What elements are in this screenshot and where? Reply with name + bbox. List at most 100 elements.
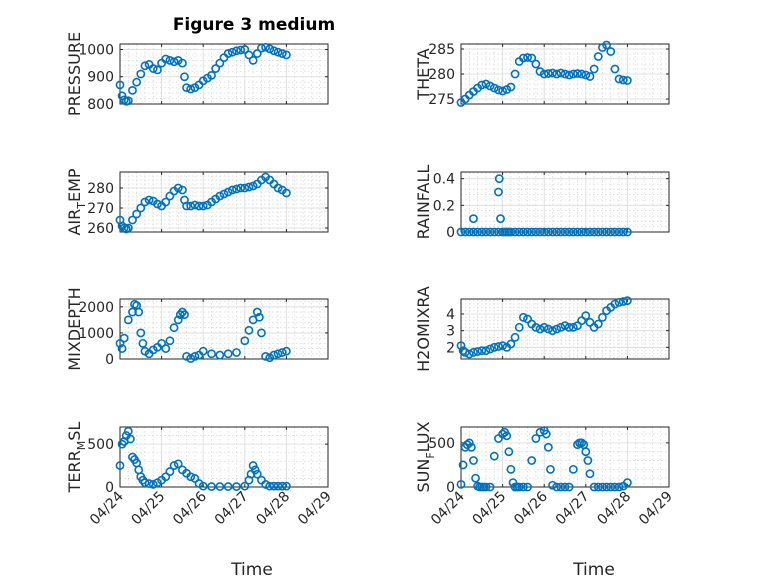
data-point <box>123 315 133 325</box>
data-point <box>173 315 183 325</box>
data-point <box>265 481 275 491</box>
data-point <box>157 338 166 348</box>
data-point <box>498 429 507 439</box>
data-point <box>136 328 146 338</box>
data-point <box>469 227 478 237</box>
data-point <box>244 182 254 192</box>
x-tick-label: 04/28 <box>594 489 634 529</box>
data-point <box>464 349 474 359</box>
data-point <box>198 346 208 356</box>
data-point <box>568 322 578 332</box>
data-point <box>236 45 246 55</box>
data-point <box>539 69 549 79</box>
data-point <box>506 82 516 92</box>
data-point <box>186 201 196 211</box>
axes-box <box>460 298 670 360</box>
data-point <box>186 84 196 94</box>
data-point <box>560 482 570 492</box>
data-point <box>623 76 632 85</box>
data-point <box>510 332 520 342</box>
data-point <box>593 227 603 237</box>
data-point <box>232 348 241 357</box>
y-axis-label: TERRMSL <box>65 422 88 494</box>
data-point <box>182 201 191 211</box>
data-point <box>564 322 574 332</box>
axes-h2omixra: 234 H2OMIXRA <box>414 286 670 372</box>
data-point <box>161 472 171 482</box>
data-point <box>180 72 189 82</box>
y-tick-label: 0 <box>446 480 455 496</box>
data-point <box>273 183 283 193</box>
y-tick-label: 500 <box>428 436 455 452</box>
data-point <box>215 350 225 360</box>
data-point <box>494 342 503 351</box>
data-point <box>119 333 129 343</box>
x-tick-label: 04/26 <box>170 488 210 528</box>
data-point <box>614 482 624 492</box>
data-point <box>504 447 514 457</box>
data-point <box>598 482 607 492</box>
data-point <box>485 344 495 354</box>
data-point <box>473 227 483 237</box>
y-tick-label: 285 <box>428 42 455 58</box>
data-point <box>606 227 616 237</box>
data-point <box>593 319 603 329</box>
data-point <box>593 52 603 61</box>
data-point <box>514 482 524 492</box>
figure-title: Figure 3 medium <box>173 15 335 35</box>
data-point <box>573 440 582 450</box>
data-point <box>250 465 260 475</box>
data-point <box>240 336 250 346</box>
data-point <box>140 61 150 71</box>
data-point <box>494 227 503 237</box>
data-point <box>194 201 204 211</box>
data-point <box>273 47 283 57</box>
data-point <box>535 227 545 237</box>
data-point <box>473 347 483 356</box>
data-point <box>456 341 466 351</box>
y-tick-label: 3 <box>446 324 455 340</box>
data-point <box>144 479 154 488</box>
y-axis-label: SUNFLUX <box>414 421 437 492</box>
data-point <box>543 227 553 237</box>
data-point <box>265 44 275 54</box>
data-point <box>606 482 616 492</box>
data-point <box>598 227 607 237</box>
data-point <box>602 40 611 50</box>
y-tick-label: 900 <box>87 70 114 86</box>
data-point <box>469 347 478 357</box>
data-point <box>494 174 504 184</box>
data-point <box>227 185 237 195</box>
data-point <box>177 185 187 195</box>
data-point <box>568 227 578 237</box>
data-point <box>546 464 555 474</box>
y-tick-label: 280 <box>428 67 455 83</box>
data-point <box>610 64 620 74</box>
data-point <box>248 461 258 470</box>
data-point <box>496 214 505 224</box>
y-tick-label: 800 <box>87 97 114 113</box>
data-point <box>261 42 270 52</box>
data-point <box>618 75 628 85</box>
data-point <box>589 482 599 492</box>
data-point <box>257 43 266 53</box>
data-point <box>244 325 254 335</box>
data-point <box>539 227 549 237</box>
data-point <box>161 197 171 207</box>
data-point <box>261 480 270 489</box>
data-point <box>548 68 557 78</box>
data-point <box>223 349 233 359</box>
data-point <box>248 181 258 191</box>
y-axis-label: MIXDEPTH <box>65 287 84 370</box>
data-point <box>519 227 528 237</box>
data-point <box>531 59 541 69</box>
data-point <box>186 472 196 482</box>
data-point <box>161 344 171 353</box>
data-point <box>541 429 551 439</box>
data-point <box>577 438 587 448</box>
data-point <box>269 481 279 491</box>
data-point <box>469 456 478 465</box>
x-tick-label: 04/29 <box>636 489 676 529</box>
